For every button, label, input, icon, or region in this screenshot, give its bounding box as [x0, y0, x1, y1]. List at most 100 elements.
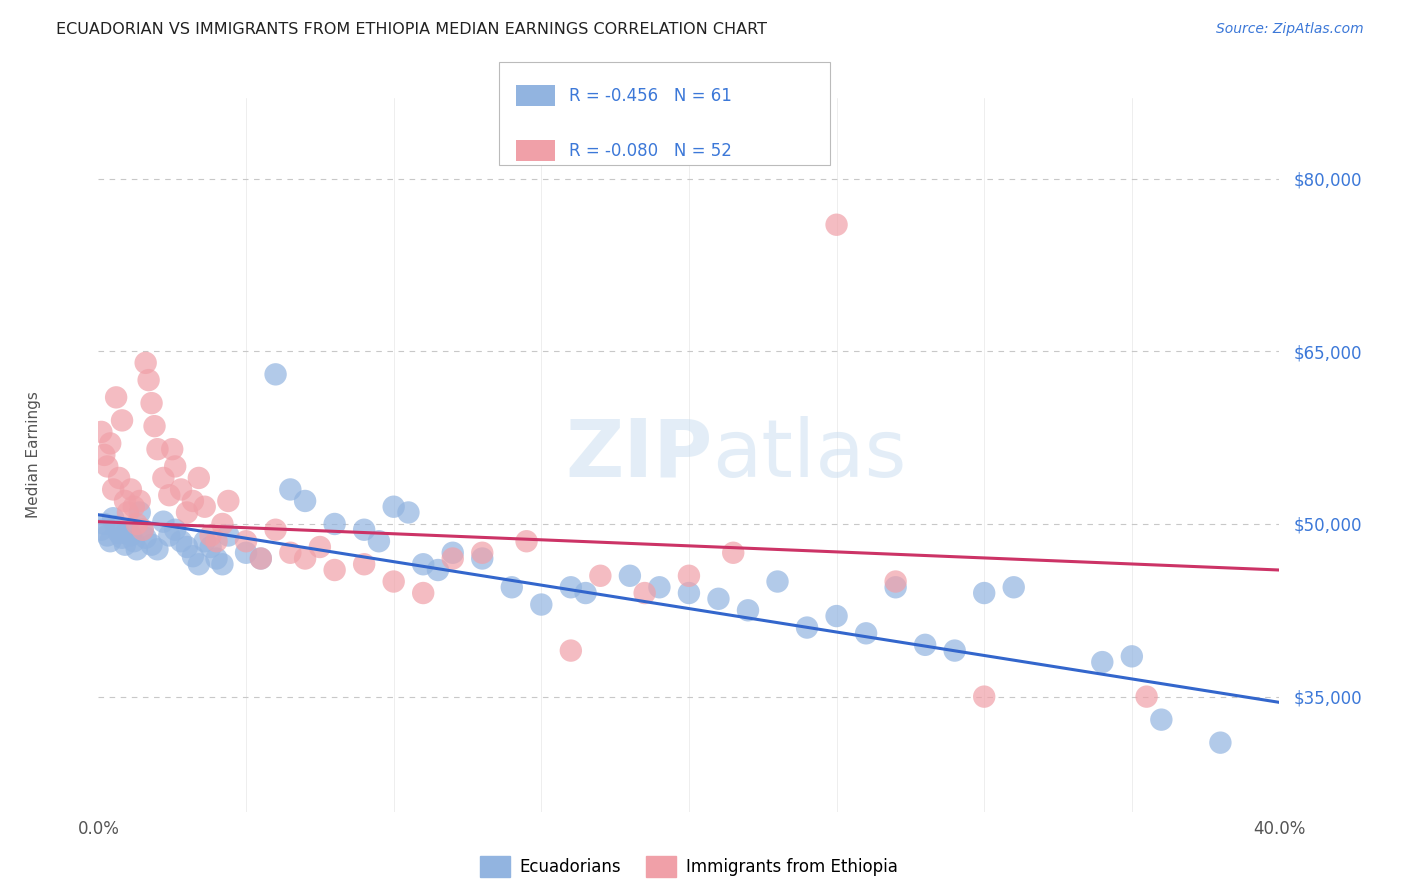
- Point: [884, 574, 907, 589]
- Point: [135, 531, 157, 545]
- Point: [157, 528, 180, 542]
- Point: [125, 542, 148, 557]
- Point: [165, 459, 187, 474]
- Point: [143, 419, 166, 434]
- Point: [1135, 690, 1157, 704]
- Point: [914, 638, 936, 652]
- Point: [211, 558, 233, 572]
- Point: [884, 580, 907, 594]
- Point: [117, 523, 139, 537]
- Point: [194, 500, 217, 514]
- Point: [96, 528, 118, 542]
- Point: [943, 643, 966, 657]
- Point: [138, 373, 160, 387]
- Point: [146, 442, 169, 457]
- Point: [128, 494, 150, 508]
- Point: [264, 523, 287, 537]
- Point: [187, 558, 209, 572]
- Point: [114, 494, 136, 508]
- Point: [707, 591, 730, 606]
- Point: [678, 568, 700, 582]
- Point: [353, 523, 375, 537]
- Point: [471, 546, 494, 560]
- Point: [187, 471, 209, 485]
- Point: [157, 488, 180, 502]
- Point: [441, 546, 464, 560]
- Point: [648, 580, 671, 594]
- Point: [165, 523, 187, 537]
- Point: [128, 506, 150, 520]
- Point: [194, 534, 217, 549]
- Legend: Ecuadorians, Immigrants from Ethiopia: Ecuadorians, Immigrants from Ethiopia: [471, 847, 907, 886]
- Point: [471, 551, 494, 566]
- Point: [96, 459, 118, 474]
- Point: [108, 526, 131, 541]
- Point: [1209, 736, 1232, 750]
- Point: [250, 551, 273, 566]
- Point: [105, 519, 128, 533]
- Point: [235, 534, 257, 549]
- Point: [560, 643, 582, 657]
- Point: [309, 540, 332, 554]
- Point: [1002, 580, 1025, 594]
- Point: [205, 534, 228, 549]
- Point: [294, 494, 316, 508]
- Point: [1121, 649, 1143, 664]
- Point: [737, 603, 759, 617]
- Point: [427, 563, 450, 577]
- Point: [152, 471, 174, 485]
- Point: [132, 523, 155, 537]
- Point: [278, 546, 302, 560]
- Text: R = -0.456   N = 61: R = -0.456 N = 61: [569, 87, 733, 105]
- Point: [132, 523, 155, 537]
- Point: [122, 534, 145, 549]
- Point: [98, 436, 121, 450]
- Point: [382, 574, 405, 589]
- Point: [855, 626, 877, 640]
- Point: [633, 586, 655, 600]
- Point: [98, 534, 121, 549]
- Point: [368, 534, 391, 549]
- Point: [217, 494, 239, 508]
- Point: [1091, 655, 1114, 669]
- Point: [141, 396, 163, 410]
- Point: [973, 586, 995, 600]
- Point: [723, 546, 745, 560]
- Point: [90, 523, 112, 537]
- Text: atlas: atlas: [713, 416, 907, 494]
- Point: [323, 516, 346, 531]
- Point: [170, 483, 193, 497]
- Text: R = -0.080   N = 52: R = -0.080 N = 52: [569, 142, 733, 160]
- Point: [619, 568, 641, 582]
- Point: [574, 586, 596, 600]
- Point: [200, 528, 222, 542]
- Point: [200, 540, 222, 554]
- Point: [111, 531, 134, 545]
- Point: [515, 534, 537, 549]
- Point: [678, 586, 700, 600]
- Point: [501, 580, 523, 594]
- Point: [211, 516, 233, 531]
- Point: [796, 621, 818, 635]
- Point: [111, 413, 134, 427]
- Point: [294, 551, 316, 566]
- Point: [117, 506, 139, 520]
- Point: [235, 546, 257, 560]
- Point: [181, 549, 204, 564]
- Point: [93, 516, 115, 531]
- Point: [103, 511, 125, 525]
- Point: [105, 390, 128, 404]
- Point: [103, 483, 125, 497]
- Point: [181, 494, 204, 508]
- Point: [122, 500, 145, 514]
- Point: [396, 506, 419, 520]
- Point: [125, 516, 148, 531]
- Point: [412, 558, 434, 572]
- Text: ECUADORIAN VS IMMIGRANTS FROM ETHIOPIA MEDIAN EARNINGS CORRELATION CHART: ECUADORIAN VS IMMIGRANTS FROM ETHIOPIA M…: [56, 22, 768, 37]
- Point: [264, 368, 287, 382]
- Point: [530, 598, 553, 612]
- Point: [205, 551, 228, 566]
- Point: [120, 528, 142, 542]
- Point: [589, 568, 612, 582]
- Point: [162, 442, 183, 457]
